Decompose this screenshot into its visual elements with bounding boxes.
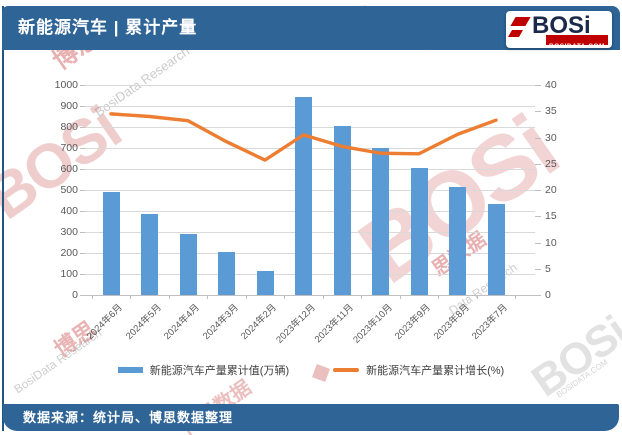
- y-axis-label-left: 200: [60, 247, 78, 259]
- y-axis-label-left: 500: [60, 184, 78, 196]
- bar: [256, 271, 274, 295]
- logo-domain-text: BOSIDATA.COM: [549, 43, 605, 48]
- bar: [295, 96, 312, 295]
- y-axis-label-right: 30: [545, 131, 557, 144]
- legend-item-bars: 新能源汽车产量累计值(万辆): [117, 362, 290, 378]
- logo-domain-band: BOSIDATA.COM: [546, 35, 608, 48]
- y-axis-label-right: 25: [545, 157, 557, 170]
- bar: [487, 204, 505, 295]
- line-path: [109, 112, 498, 162]
- legend-label-line: 新能源汽车产量累计增长(%): [366, 365, 505, 377]
- logo-stripe-icon: [510, 17, 531, 26]
- y-axis-label-right: 0: [545, 289, 551, 301]
- axis-tick: [438, 295, 440, 299]
- axis-tick: [80, 232, 85, 233]
- y-axis-label-left: 700: [60, 142, 78, 154]
- y-axis-label-right: 5: [545, 262, 551, 275]
- axis-tick: [535, 85, 541, 86]
- axis-tick: [80, 85, 85, 86]
- axis-tick: [207, 295, 209, 299]
- axis-tick: [168, 295, 170, 299]
- axis-tick: [322, 295, 324, 299]
- y-axis-label-left: 400: [60, 205, 78, 217]
- y-axis-label-left: 900: [60, 100, 78, 112]
- page-title: 新能源汽车 | 累计产量: [18, 18, 198, 37]
- axis-tick: [515, 295, 517, 299]
- axis-tick: [80, 190, 85, 191]
- axis-tick: [535, 242, 541, 244]
- bosi-logo: BOSi BOSIDATA.COM: [506, 11, 612, 48]
- bar: [372, 148, 389, 295]
- axis-tick: [80, 169, 85, 170]
- axis-tick: [476, 295, 478, 299]
- y-axis-label-left: 1000: [54, 79, 78, 91]
- axis-tick: [284, 295, 286, 299]
- growth-line: [109, 112, 498, 162]
- bar: [179, 234, 197, 295]
- bar: [102, 192, 120, 295]
- axis-tick: [80, 127, 85, 128]
- gridline: [85, 295, 535, 296]
- axis-tick: [361, 295, 363, 299]
- axis-tick: [535, 137, 541, 139]
- axis-tick: [535, 190, 541, 191]
- y-axis-label-right: 40: [545, 79, 557, 91]
- logo-text: BOSi: [532, 12, 591, 39]
- bar-series-swatch-icon: [117, 367, 143, 373]
- axis-tick: [80, 106, 85, 107]
- axis-tick: [535, 295, 541, 296]
- axis-tick: [535, 216, 541, 218]
- axis-tick: [535, 268, 541, 270]
- y-axis-label-left: 800: [60, 121, 78, 133]
- data-source-text: 数据来源：统计局、博思数据整理: [23, 410, 234, 425]
- logo-stripe-icon: [507, 30, 524, 37]
- bar: [410, 167, 428, 295]
- axis-tick: [80, 295, 85, 296]
- axis-tick: [91, 295, 93, 299]
- legend-label-bars: 新能源汽车产量累计值(万辆): [149, 365, 290, 377]
- bar: [333, 125, 351, 295]
- axis-tick: [535, 163, 541, 165]
- card-left-border: [2, 6, 4, 431]
- y-axis-label-left: 100: [60, 268, 78, 280]
- y-axis-label-right: 15: [545, 210, 557, 223]
- axis-tick: [80, 148, 85, 149]
- axis-tick: [535, 111, 541, 113]
- axis-tick: [130, 295, 132, 299]
- bar: [218, 251, 235, 295]
- header-bar: 新能源汽车 | 累计产量 BOSi BOSIDATA.COM: [2, 6, 620, 50]
- line-series-swatch-icon: [333, 368, 360, 372]
- axis-tick: [80, 274, 85, 275]
- legend-item-line: 新能源汽车产量累计增长(%): [333, 362, 504, 378]
- axis-tick: [399, 295, 401, 299]
- y-axis-label-left: 300: [60, 226, 78, 238]
- y-axis-label-right: 35: [545, 105, 557, 118]
- axis-tick: [80, 253, 85, 254]
- bar: [141, 213, 158, 295]
- axis-tick: [80, 211, 85, 212]
- footer-bar: 数据来源：统计局、博思数据整理: [3, 404, 619, 431]
- y-axis-label-right: 10: [545, 236, 557, 249]
- y-axis-label-right: 20: [545, 184, 557, 196]
- chart-legend: 新能源汽车产量累计值(万辆) 新能源汽车产量累计增长(%): [0, 362, 622, 378]
- axis-tick: [245, 295, 247, 299]
- y-axis-label-left: 600: [60, 163, 78, 175]
- bar: [449, 186, 466, 295]
- y-axis-label-left: 0: [72, 289, 78, 301]
- gridline: [85, 85, 535, 86]
